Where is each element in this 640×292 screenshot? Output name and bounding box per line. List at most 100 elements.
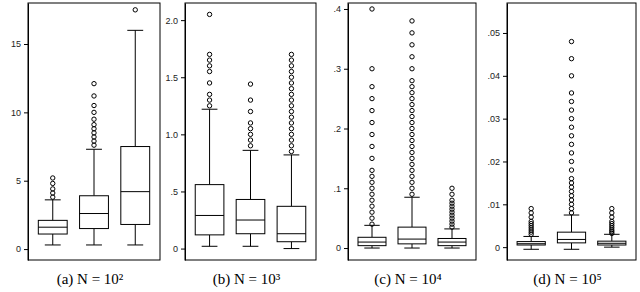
tick: .4 bbox=[333, 4, 348, 14]
outlier bbox=[248, 132, 252, 136]
outlier bbox=[370, 108, 374, 112]
tick-mark bbox=[344, 248, 348, 249]
marks bbox=[195, 12, 306, 248]
lower-whisker bbox=[94, 229, 95, 245]
upper-whisker bbox=[250, 150, 251, 199]
tick: 0 bbox=[495, 243, 507, 253]
tick-mark bbox=[344, 9, 348, 10]
tick: 2.0 bbox=[165, 16, 185, 26]
outlier bbox=[569, 185, 573, 189]
outlier bbox=[569, 91, 573, 95]
outlier bbox=[370, 222, 374, 226]
upper-whisker bbox=[94, 149, 95, 195]
plot-frame bbox=[28, 3, 160, 260]
tick: 0 bbox=[336, 243, 348, 253]
tick-label: .01 bbox=[487, 200, 500, 210]
outlier bbox=[133, 8, 137, 12]
tick-label: 2.0 bbox=[165, 16, 178, 26]
tick-label: .4 bbox=[333, 4, 341, 14]
caption: (b) N = 10³ bbox=[213, 271, 281, 288]
outlier bbox=[207, 69, 211, 73]
tick-mark bbox=[344, 129, 348, 130]
upper-cap bbox=[86, 149, 102, 150]
tick: 0 bbox=[16, 244, 28, 254]
upper-whisker bbox=[209, 109, 210, 184]
tick-mark bbox=[181, 249, 185, 250]
box-plot bbox=[38, 176, 67, 245]
tick-mark bbox=[181, 77, 185, 78]
lower-whisker bbox=[209, 235, 210, 246]
outlier bbox=[370, 186, 374, 190]
box bbox=[517, 242, 545, 245]
axis-line bbox=[348, 4, 349, 261]
tick-label: .02 bbox=[487, 157, 500, 167]
box bbox=[398, 227, 426, 244]
y-axis: 0.51.01.52.0 bbox=[165, 4, 185, 261]
outlier bbox=[207, 98, 211, 102]
box-plot bbox=[80, 81, 109, 245]
box bbox=[358, 237, 386, 245]
marks bbox=[38, 8, 149, 245]
box-plot bbox=[517, 206, 545, 249]
axis-line bbox=[28, 4, 29, 261]
outlier bbox=[610, 215, 614, 219]
outlier bbox=[410, 138, 414, 142]
outlier bbox=[410, 19, 414, 23]
outlier bbox=[410, 132, 414, 136]
lower-whisker bbox=[52, 234, 53, 245]
outlier bbox=[410, 120, 414, 124]
outlier bbox=[289, 75, 293, 79]
outlier bbox=[529, 215, 533, 219]
outlier bbox=[410, 162, 414, 166]
upper-cap bbox=[127, 30, 143, 31]
tick-mark bbox=[24, 44, 28, 45]
upper-whisker bbox=[571, 215, 572, 232]
lower-cap bbox=[202, 246, 218, 247]
box bbox=[195, 185, 224, 235]
upper-whisker bbox=[412, 197, 413, 227]
tick-mark bbox=[181, 134, 185, 135]
lower-whisker bbox=[571, 243, 572, 249]
outlier bbox=[569, 99, 573, 103]
outlier bbox=[289, 81, 293, 85]
outlier bbox=[248, 121, 252, 125]
outlier bbox=[410, 180, 414, 184]
outlier bbox=[207, 52, 211, 56]
outlier bbox=[569, 168, 573, 172]
tick: .04 bbox=[487, 71, 507, 81]
outlier bbox=[610, 219, 614, 223]
tick-mark bbox=[503, 76, 507, 77]
outlier bbox=[248, 98, 252, 102]
tick-mark bbox=[24, 112, 28, 113]
tick: .1 bbox=[333, 184, 348, 194]
outlier bbox=[410, 156, 414, 160]
median bbox=[358, 242, 386, 243]
box bbox=[598, 241, 626, 245]
tick-mark bbox=[503, 119, 507, 120]
panel: 0.01.02.03.04.05(d) N = 10⁵ bbox=[487, 3, 636, 288]
lower-cap bbox=[45, 244, 61, 245]
upper-whisker bbox=[531, 236, 532, 241]
box bbox=[557, 232, 585, 243]
outlier bbox=[370, 7, 374, 11]
tick: .02 bbox=[487, 157, 507, 167]
outlier bbox=[410, 67, 414, 71]
median bbox=[80, 213, 109, 214]
tick: .3 bbox=[333, 64, 348, 74]
lower-whisker bbox=[250, 234, 251, 247]
lower-whisker bbox=[412, 244, 413, 248]
outlier bbox=[410, 78, 414, 82]
outlier bbox=[248, 82, 252, 86]
outlier bbox=[370, 210, 374, 214]
tick: .05 bbox=[487, 28, 507, 38]
lower-cap bbox=[523, 249, 539, 250]
outlier bbox=[370, 67, 374, 71]
outlier bbox=[207, 64, 211, 68]
lower-cap bbox=[444, 248, 459, 249]
tick: .01 bbox=[487, 200, 507, 210]
outlier bbox=[569, 189, 573, 193]
outlier bbox=[289, 92, 293, 96]
outlier bbox=[569, 198, 573, 202]
outlier bbox=[410, 192, 414, 196]
tick-label: 15 bbox=[11, 39, 21, 49]
